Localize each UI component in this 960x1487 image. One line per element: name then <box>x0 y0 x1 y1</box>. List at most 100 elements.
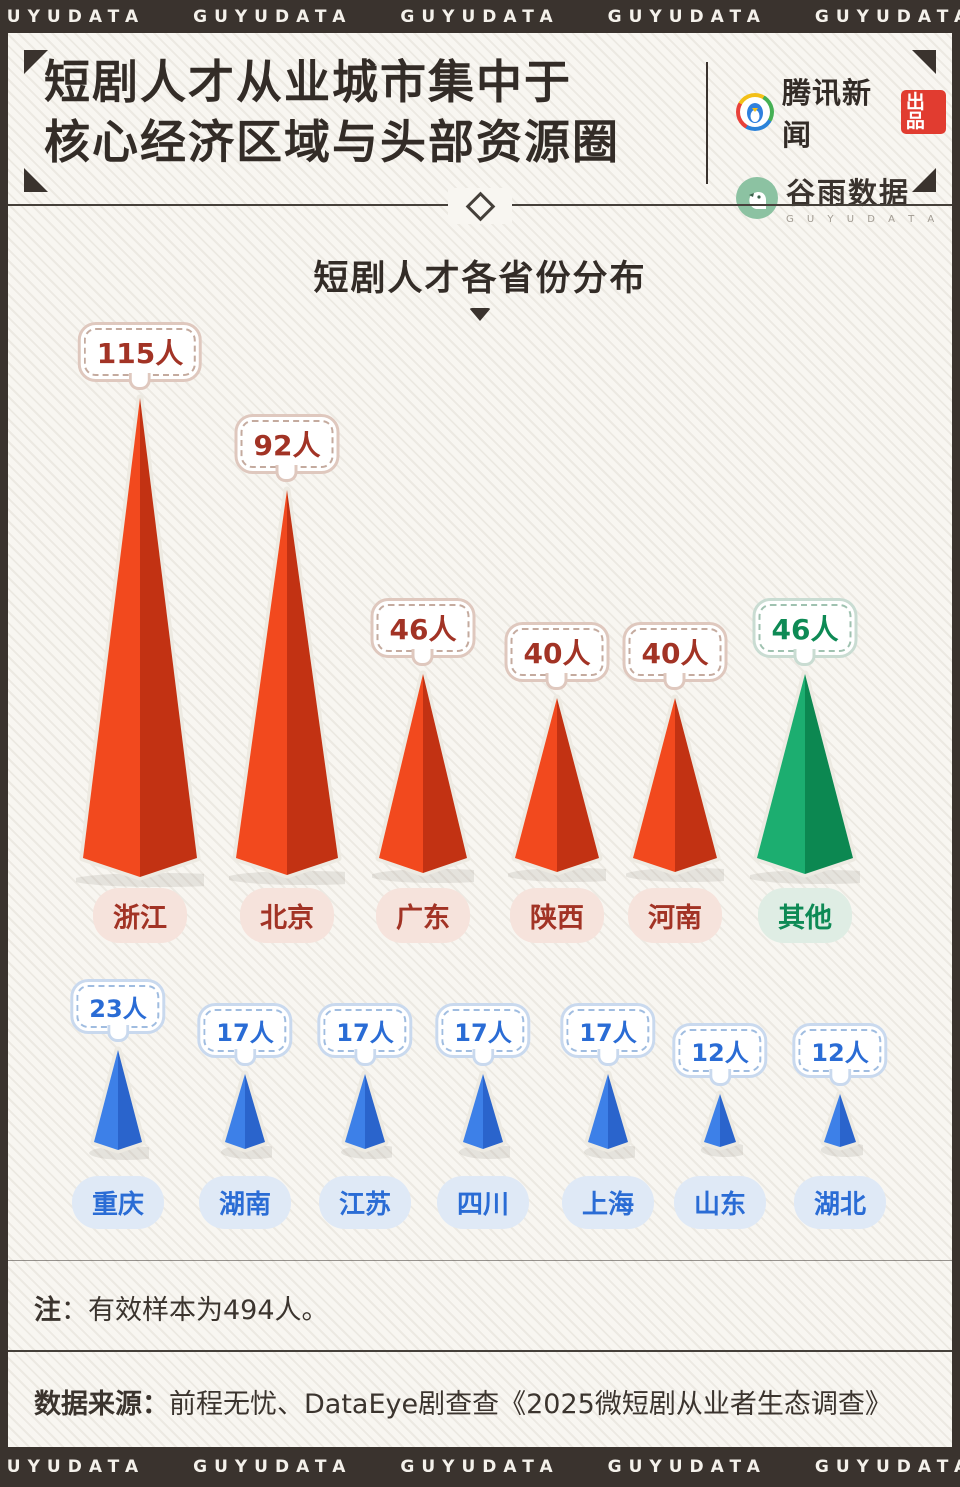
tencent-news-logo: 腾讯新闻 出品 <box>736 70 946 154</box>
province-label: 上海 <box>561 1176 655 1229</box>
value-unit: 人 <box>155 337 184 370</box>
value-unit: 人 <box>122 995 147 1023</box>
cone-left-face <box>757 674 805 874</box>
province-label: 广东 <box>376 888 470 943</box>
value-bubble: 12人 <box>792 1023 888 1086</box>
source-divider-line <box>8 1350 952 1352</box>
value-bubble: 46人 <box>752 598 858 666</box>
cone-right-face <box>805 674 853 874</box>
bubble-tail <box>129 373 151 390</box>
cone-left-face <box>225 1074 245 1149</box>
value-bubble: 23人 <box>70 979 166 1042</box>
note-divider-line <box>8 1260 952 1261</box>
page-title: 短剧人才从业城市集中于 核心经济区域与头部资源圈 <box>44 52 620 172</box>
cone-left-face <box>515 698 557 872</box>
banner-brand-text: GUYUDATA <box>193 1457 353 1477</box>
cone-right-face <box>287 490 338 875</box>
province-label: 其他 <box>758 888 852 943</box>
value-text: 46 <box>771 613 811 646</box>
cone-right-face <box>557 698 599 872</box>
banner-brand-text: GUYUDATA <box>0 1457 146 1477</box>
data-source: 数据来源：前程无忧、DataEye剧查查《2025微短剧从业者生态调查》 <box>34 1382 892 1421</box>
banner-brand-text: GUYUDATA <box>193 6 353 27</box>
bubble-tail <box>107 1025 129 1042</box>
cone-right-face <box>118 1050 142 1150</box>
province-label: 陕西 <box>510 888 604 943</box>
value-unit: 人 <box>724 1039 749 1067</box>
banner-brand-text: GUYUDATA <box>814 6 960 27</box>
cone-right-face <box>140 398 197 877</box>
value-bubble: 92人 <box>234 414 340 482</box>
cone-item <box>76 394 204 887</box>
bubble-tail <box>597 1049 619 1066</box>
bubble-tail <box>663 673 686 690</box>
cone-right-face <box>423 674 467 873</box>
cone-item <box>508 694 606 882</box>
province-label: 河南 <box>628 888 722 943</box>
cone-right-face <box>608 1074 628 1149</box>
cone-right-face <box>840 1094 856 1147</box>
value-bubble: 17人 <box>317 1003 413 1066</box>
banner-brand-text: GUYUDATA <box>400 6 560 27</box>
page-title-line1: 短剧人才从业城市集中于 <box>44 55 572 109</box>
cone-right-face <box>720 1094 736 1147</box>
frame-right <box>952 33 960 1447</box>
divider-diamond-wrap <box>448 188 512 224</box>
value-bubble: 40人 <box>622 622 728 690</box>
province-label: 湖南 <box>198 1176 292 1229</box>
header-divider <box>706 62 708 184</box>
bubble-tail <box>472 1049 494 1066</box>
banner-brand-text: GUYUDATA <box>607 1457 767 1477</box>
chart-title: 短剧人才各省份分布 <box>313 259 647 299</box>
value-text: 17 <box>454 1019 488 1047</box>
cone-left-face <box>588 1074 608 1149</box>
cone-left-face <box>463 1074 483 1149</box>
value-bubble: 46人 <box>370 598 476 666</box>
note-text: ：有效样本为494人。 <box>61 1295 329 1326</box>
banner-bottom: GUYUDATA GUYUDATA GUYUDATA GUYUDATA GUYUDATA <box>0 1447 960 1487</box>
cone-item <box>459 1070 510 1159</box>
cone-right-face <box>245 1074 265 1149</box>
cone-item <box>584 1070 635 1159</box>
value-text: 92 <box>253 429 293 462</box>
banner-top: GUYUDATA GUYUDATA GUYUDATA GUYUDATA GUYUDATA <box>0 0 960 33</box>
province-label: 湖北 <box>793 1176 887 1229</box>
cone-left-face <box>236 490 287 875</box>
value-text: 46 <box>389 613 429 646</box>
tencent-news-label: 腾讯新闻 <box>782 76 873 152</box>
value-text: 17 <box>336 1019 370 1047</box>
value-unit: 人 <box>680 637 709 670</box>
tencent-badge: 出品 <box>900 90 946 134</box>
cone-left-face <box>345 1074 365 1149</box>
source-text: 前程无忧、DataEye剧查查《2025微短剧从业者生态调查》 <box>169 1389 892 1420</box>
cone-item <box>820 1090 863 1157</box>
bubble-tail <box>411 649 434 666</box>
cone-item <box>341 1070 392 1159</box>
bubble-tail <box>234 1049 256 1066</box>
value-unit: 人 <box>612 1019 637 1047</box>
cone-right-face <box>483 1074 503 1149</box>
bubble-tail <box>793 649 816 666</box>
value-unit: 人 <box>369 1019 394 1047</box>
cone-item <box>700 1090 743 1157</box>
value-text: 12 <box>811 1039 845 1067</box>
value-text: 12 <box>691 1039 725 1067</box>
value-bubble: 115人 <box>77 322 203 390</box>
value-unit: 人 <box>810 613 839 646</box>
value-text: 40 <box>523 637 563 670</box>
cone-item <box>221 1070 272 1159</box>
tencent-news-icon <box>736 93 774 131</box>
province-label: 四川 <box>436 1176 530 1229</box>
source-prefix: 数据来源： <box>34 1389 169 1420</box>
cone-left-face <box>704 1094 720 1147</box>
province-label: 浙江 <box>93 888 187 943</box>
value-bubble: 17人 <box>560 1003 656 1066</box>
value-unit: 人 <box>487 1019 512 1047</box>
bubble-tail <box>709 1069 731 1086</box>
penguin-icon <box>747 103 763 123</box>
value-unit: 人 <box>292 429 321 462</box>
value-text: 115 <box>96 337 156 370</box>
value-text: 17 <box>216 1019 250 1047</box>
